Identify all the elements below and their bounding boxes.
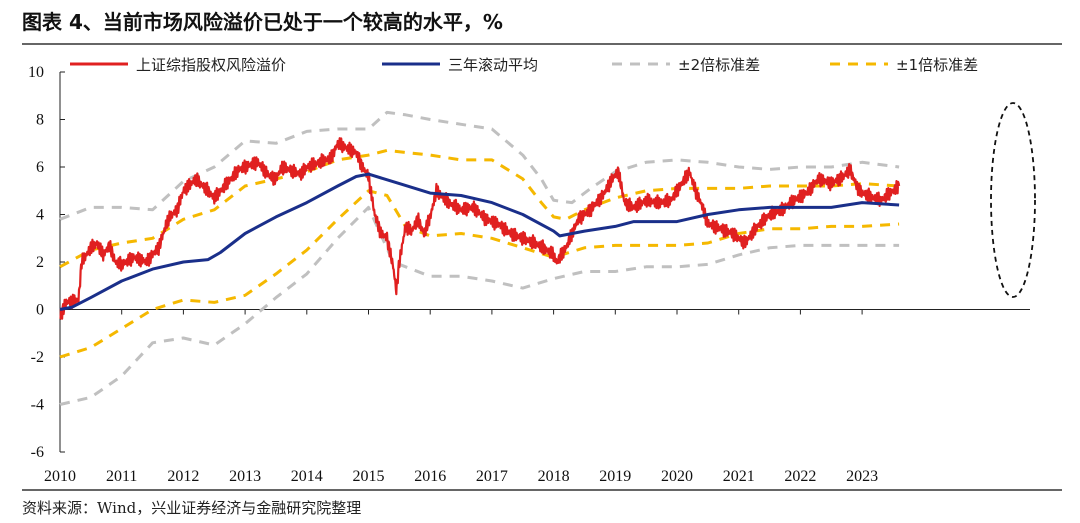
risk-premium-line [59, 137, 901, 320]
y-tick-label: -2 [31, 349, 44, 366]
legend-label: 三年滚动平均 [448, 56, 538, 74]
x-tick-label: 2014 [291, 468, 323, 485]
x-tick-label: 2023 [846, 468, 878, 485]
x-tick-label: 2015 [353, 468, 385, 485]
y-tick-label: 0 [36, 302, 44, 319]
x-tick-label: 2021 [723, 468, 755, 485]
sd1-lower-line [59, 189, 900, 359]
x-tick-label: 2018 [538, 468, 570, 485]
x-tick-label: 2012 [167, 468, 199, 485]
chart-title: 图表 4、当前市场风险溢价已处于一个较高的水平，% [22, 10, 503, 34]
x-tick-label: 2010 [44, 468, 76, 485]
x-tick-label: 2017 [476, 468, 508, 485]
source-note: 资料来源：Wind，兴业证券经济与金融研究院整理 [22, 499, 362, 517]
y-tick-label: 10 [28, 64, 44, 81]
y-tick-label: 6 [36, 159, 44, 176]
x-tick-label: 2022 [784, 468, 816, 485]
highlight-ellipse [990, 102, 1036, 298]
y-tick-label: 4 [36, 207, 44, 224]
y-tick-label: 8 [36, 112, 44, 129]
legend-label: ±2倍标准差 [678, 56, 760, 74]
x-tick-label: 2019 [599, 468, 631, 485]
x-tick-label: 2013 [229, 468, 261, 485]
bottom-rule [22, 489, 1062, 491]
x-tick-label: 2020 [661, 468, 693, 485]
top-rule [22, 43, 1062, 45]
legend-label: ±1倍标准差 [896, 56, 978, 74]
sd1-upper-line [59, 148, 900, 269]
sd2-lower-line [59, 205, 900, 406]
y-tick-label: -6 [31, 444, 44, 461]
rolling-average-line [59, 172, 900, 311]
sd2-upper-line [59, 110, 900, 221]
y-tick-label: 2 [36, 254, 44, 271]
x-tick-label: 2016 [414, 468, 446, 485]
y-tick-label: -4 [31, 397, 44, 414]
x-tick-label: 2011 [106, 468, 137, 485]
legend-label: 上证综指股权风险溢价 [136, 56, 286, 74]
